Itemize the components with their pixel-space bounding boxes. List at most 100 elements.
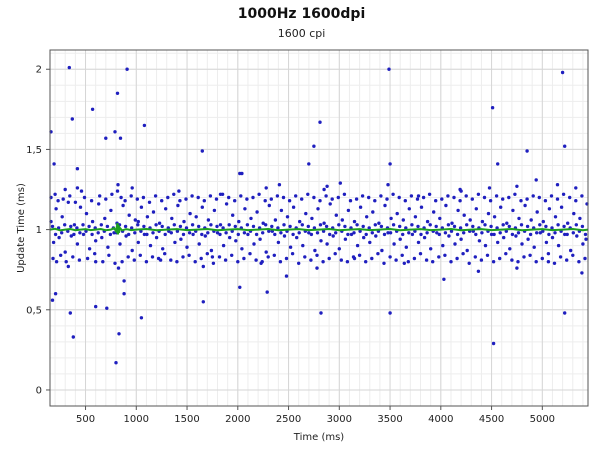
data-point bbox=[374, 234, 378, 238]
data-point bbox=[172, 192, 176, 196]
data-point bbox=[103, 216, 107, 221]
data-point bbox=[66, 264, 71, 269]
data-point bbox=[309, 258, 313, 262]
data-point bbox=[334, 213, 338, 217]
data-point bbox=[558, 255, 563, 259]
data-point bbox=[446, 223, 451, 227]
data-point bbox=[412, 256, 417, 261]
data-point bbox=[66, 200, 71, 204]
data-point bbox=[432, 210, 436, 214]
data-point bbox=[499, 205, 503, 209]
data-point bbox=[580, 194, 584, 198]
data-point bbox=[78, 205, 83, 209]
data-point bbox=[279, 208, 284, 213]
data-point bbox=[276, 226, 280, 230]
data-point bbox=[574, 186, 578, 190]
data-point bbox=[194, 215, 198, 219]
data-point bbox=[465, 248, 469, 253]
x-tick-label: 1000 bbox=[124, 414, 149, 425]
data-point bbox=[205, 252, 209, 256]
data-point bbox=[446, 194, 450, 198]
data-point bbox=[266, 255, 270, 259]
data-point bbox=[583, 256, 587, 261]
data-point bbox=[401, 218, 405, 222]
data-point bbox=[431, 260, 435, 264]
data-point bbox=[517, 216, 521, 221]
data-point bbox=[181, 232, 186, 237]
data-point bbox=[214, 197, 219, 201]
data-point bbox=[288, 224, 292, 229]
data-point bbox=[278, 260, 283, 264]
data-point bbox=[200, 149, 204, 153]
data-point bbox=[63, 250, 67, 254]
data-point bbox=[202, 199, 206, 203]
data-point bbox=[325, 184, 329, 188]
data-point bbox=[54, 207, 58, 211]
data-point bbox=[123, 199, 127, 203]
data-point bbox=[75, 167, 80, 171]
data-point bbox=[60, 215, 64, 219]
data-point bbox=[68, 311, 73, 315]
data-point bbox=[106, 245, 110, 249]
data-point bbox=[343, 237, 348, 241]
data-point bbox=[428, 223, 432, 227]
data-point bbox=[357, 253, 362, 257]
y-tick-label: 1,5 bbox=[26, 145, 42, 156]
data-point bbox=[209, 248, 214, 253]
data-point bbox=[206, 231, 210, 235]
data-point bbox=[151, 210, 156, 214]
data-point bbox=[501, 197, 505, 201]
data-point bbox=[90, 219, 95, 224]
data-point bbox=[561, 192, 566, 196]
data-point bbox=[72, 232, 76, 237]
data-point bbox=[81, 223, 85, 227]
data-point bbox=[51, 240, 56, 245]
data-point bbox=[577, 260, 581, 264]
data-point bbox=[389, 216, 393, 221]
chart-title: 1000Hz 1600dpi bbox=[237, 6, 366, 22]
data-point bbox=[416, 224, 420, 229]
data-point bbox=[79, 189, 84, 193]
data-point bbox=[572, 211, 576, 216]
data-point bbox=[264, 223, 268, 227]
data-point bbox=[544, 240, 549, 245]
data-point bbox=[125, 67, 129, 71]
data-point bbox=[467, 261, 471, 265]
data-point bbox=[142, 232, 147, 237]
data-point bbox=[224, 202, 229, 206]
data-point bbox=[129, 194, 133, 198]
data-point bbox=[550, 226, 554, 230]
data-point bbox=[388, 162, 392, 166]
data-point bbox=[443, 253, 447, 257]
data-point bbox=[328, 232, 332, 237]
data-point bbox=[144, 260, 149, 264]
data-point bbox=[391, 223, 396, 227]
data-point bbox=[164, 207, 168, 211]
data-point bbox=[297, 231, 301, 235]
data-point bbox=[89, 199, 94, 203]
data-point bbox=[156, 256, 161, 261]
data-point bbox=[175, 229, 180, 233]
data-point bbox=[379, 194, 383, 198]
data-point bbox=[218, 223, 223, 227]
data-point bbox=[60, 231, 64, 235]
data-point bbox=[569, 248, 573, 253]
data-point bbox=[303, 255, 307, 259]
data-point bbox=[376, 252, 380, 256]
x-tick-label: 1500 bbox=[174, 414, 199, 425]
data-point bbox=[98, 194, 102, 198]
y-tick-label: 1 bbox=[36, 225, 42, 236]
data-point bbox=[70, 117, 75, 121]
data-point bbox=[142, 123, 147, 128]
data-point bbox=[337, 223, 341, 227]
data-point bbox=[199, 256, 203, 261]
data-point bbox=[245, 197, 249, 201]
data-point bbox=[377, 221, 381, 225]
data-point bbox=[318, 199, 322, 203]
data-point bbox=[300, 197, 304, 201]
data-point bbox=[474, 207, 478, 211]
data-point bbox=[297, 261, 301, 265]
data-point bbox=[456, 208, 460, 213]
data-point bbox=[246, 232, 250, 237]
data-point bbox=[397, 195, 401, 200]
